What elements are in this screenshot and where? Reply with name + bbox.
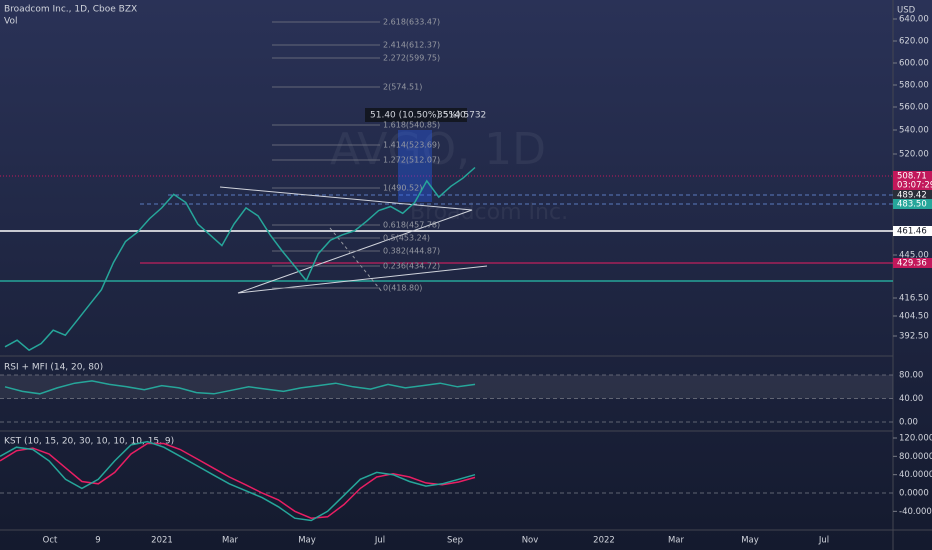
- price-tick-label: 520.00: [899, 150, 929, 160]
- price-badge-label: 483.50: [897, 200, 927, 210]
- kst-tick-label: 120.0000: [899, 434, 932, 444]
- fib-label: 2.414(612.37): [383, 41, 440, 50]
- kst-label: KST (10, 15, 20, 30, 10, 10, 10, 15, 9): [4, 437, 174, 447]
- price-badge-label: 461.46: [897, 227, 927, 237]
- time-label: 9: [95, 536, 100, 546]
- price-badge-label: 508.71: [897, 172, 927, 182]
- time-label: Jul: [374, 536, 385, 546]
- currency: USD: [897, 6, 916, 16]
- price-badge: [893, 258, 932, 268]
- price-badge: [893, 199, 932, 209]
- price-tick-label: 560.00: [899, 103, 929, 113]
- tooltip-bg: [365, 108, 467, 122]
- price-badge-label: 03:07:29: [897, 181, 932, 191]
- fib-trend: [329, 227, 384, 294]
- price-tick-label: 580.00: [899, 81, 929, 91]
- kst-line: [0, 440, 476, 522]
- kst-tick-label: -40.0000: [899, 507, 932, 517]
- time-label: Nov: [522, 536, 539, 546]
- rsi-line: [4, 380, 476, 395]
- kst-tick-label: 80.0000: [899, 452, 932, 462]
- price-badge-label: 429.36: [897, 259, 927, 269]
- rsi-label: RSI + MFI (14, 20, 80): [4, 363, 103, 373]
- price-line: [4, 166, 476, 352]
- price-tick-label: 392.50: [899, 332, 929, 342]
- kst-tick-label: 40.0000: [899, 470, 932, 480]
- price-badge: [893, 180, 932, 190]
- price-badge: [893, 190, 932, 200]
- price-tick-label: 540.00: [899, 126, 929, 136]
- fib-label: 2.618(633.47): [383, 18, 440, 27]
- time-label: Mar: [668, 536, 685, 546]
- time-label: May: [741, 536, 759, 546]
- time-label: May: [298, 536, 316, 546]
- price-badge: [893, 226, 932, 236]
- price-tick-label: 404.50: [899, 312, 929, 322]
- fib-label: 1(490.52): [383, 184, 422, 193]
- fib-label: 1.272(512.07): [383, 156, 440, 165]
- fib-label: 0.382(444.87): [383, 247, 440, 256]
- fib-label: 1.618(540.85): [383, 121, 440, 130]
- rsi-tick-label: 40.00: [899, 394, 923, 404]
- fib-label: 0.5(453.24): [383, 234, 430, 243]
- kst-signal: [0, 442, 476, 519]
- rsi-tick-label: 80.00: [899, 371, 923, 381]
- fib-label: 1.414(523.69): [383, 141, 440, 150]
- triangle-pattern: [219, 186, 488, 294]
- price-tick-label: 445.00: [899, 251, 929, 261]
- fib-label: 2(574.51): [383, 83, 422, 92]
- chart-title: Broadcom Inc., 1D, Cboe BZX: [4, 5, 137, 15]
- time-label: 2021: [151, 536, 173, 546]
- price-tick-label: 640.00: [899, 15, 929, 25]
- price-tick-label: 416.50: [899, 294, 929, 304]
- price-tick-label: 620.00: [899, 37, 929, 47]
- fib-label: 0.236(434.72): [383, 262, 440, 271]
- rsi-band: [0, 375, 893, 399]
- fib-label: 0(418.80): [383, 284, 422, 293]
- fib-label: 0.618(457.78): [383, 221, 440, 230]
- measure-box: [398, 130, 432, 202]
- time-label: 2022: [593, 536, 615, 546]
- tooltip: 35%) 5732: [437, 111, 486, 121]
- price-badge-label: 489.42: [897, 191, 927, 201]
- price-badge: [893, 171, 932, 181]
- fib-label: 2.272(599.75): [383, 54, 440, 63]
- tooltip: 51.40 (10.50%) 5140: [370, 111, 466, 121]
- time-label: Oct: [43, 536, 58, 546]
- watermark: AVGO, 1D: [330, 124, 546, 175]
- time-label: Mar: [222, 536, 239, 546]
- volume-label: Vol: [4, 17, 17, 27]
- price-tick-label: 600.00: [899, 59, 929, 69]
- time-label: Jul: [818, 536, 829, 546]
- rsi-tick-label: 0.00: [899, 418, 918, 428]
- time-label: Sep: [447, 536, 463, 546]
- kst-tick-label: 0.0000: [899, 489, 929, 499]
